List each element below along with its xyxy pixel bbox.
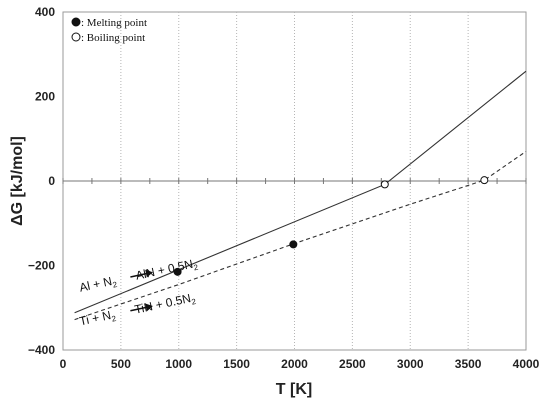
- annotation-ti-arrow-head: [145, 303, 153, 312]
- x-tick-label: 0: [60, 357, 67, 371]
- legend-boiling-label: : Boiling point: [81, 32, 145, 44]
- annotation-ti-arrow: [130, 306, 149, 312]
- y-tick-labels: 400 200 0 −200 −400: [28, 5, 55, 357]
- series-line-dashed: [74, 150, 527, 321]
- x-tick-label: 2000: [281, 357, 308, 371]
- x-tick-label: 2500: [339, 357, 366, 371]
- annotation-ti-sub2: 2: [191, 297, 198, 307]
- boiling-point-marker: [380, 180, 389, 189]
- annotation-al-lhs: Al + N: [78, 274, 113, 295]
- legend-melting-marker: [71, 17, 81, 27]
- data-markers: [173, 176, 489, 276]
- annotation-al-arrow: [130, 272, 149, 278]
- x-tick-label: 3500: [455, 357, 482, 371]
- melting-point-marker: [289, 240, 298, 249]
- y-tick-label: 200: [35, 90, 55, 104]
- annotation-ti-lhs: Ti + N: [78, 308, 112, 328]
- legend-melting-label: : Melting point: [81, 17, 147, 29]
- boiling-point-marker: [480, 176, 489, 185]
- y-tick-label: 400: [35, 5, 55, 19]
- annotation-al-arrow-head: [145, 269, 153, 278]
- x-tick-label: 3000: [397, 357, 424, 371]
- y-tick-label: −400: [28, 343, 55, 357]
- y-tick-label: −200: [28, 259, 55, 273]
- x-tick-labels: 0 500 1000 1500 2000 2500 3000 3500 4000: [60, 357, 540, 371]
- annotation-al-sub2: 2: [193, 263, 200, 273]
- annotation-ti-sub: 2: [111, 314, 118, 324]
- x-tick-label: 1000: [165, 357, 192, 371]
- legend: : Melting point : Boiling point: [71, 17, 147, 44]
- melting-point-marker: [173, 267, 182, 276]
- y-tick-label: 0: [48, 174, 55, 188]
- x-axis-title: T [K]: [276, 381, 312, 398]
- legend-boiling-marker: [71, 32, 81, 42]
- x-tick-label: 500: [111, 357, 131, 371]
- x-tick-label: 4000: [513, 357, 540, 371]
- zero-axis: [62, 178, 527, 184]
- annotation-al-sub: 2: [112, 280, 119, 290]
- y-axis-title: ΔG [kJ/mol]: [9, 136, 26, 226]
- x-tick-label: 1500: [223, 357, 250, 371]
